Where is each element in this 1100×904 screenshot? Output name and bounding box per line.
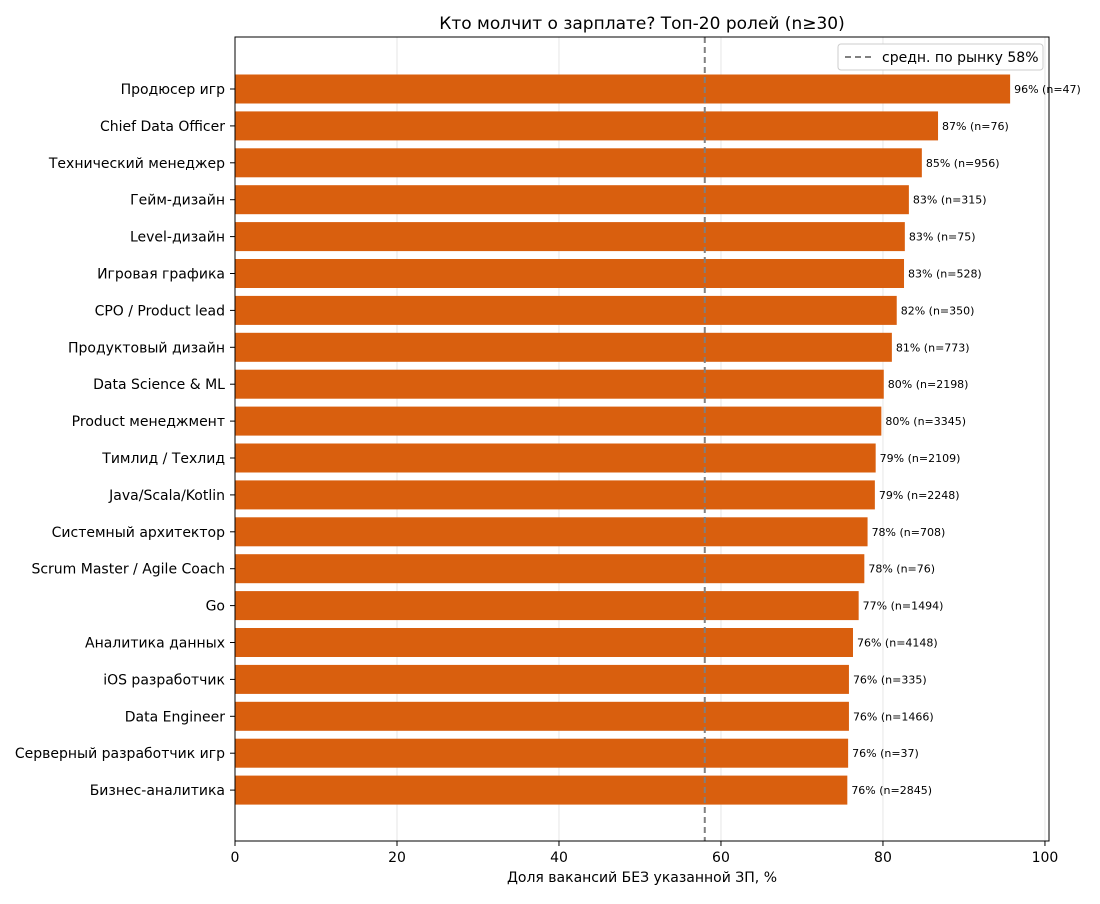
data-label: 78% (n=76): [868, 563, 935, 576]
y-tick-label: Scrum Master / Agile Coach: [31, 562, 225, 578]
x-tick-label: 40: [550, 850, 568, 866]
x-tick-label: 20: [388, 850, 406, 866]
bar: [235, 259, 905, 288]
y-tick-label: Продуктовый дизайн: [68, 340, 225, 356]
bar: [235, 554, 865, 584]
y-tick-label: Бизнес-аналитика: [90, 783, 225, 799]
data-label: 83% (n=315): [913, 194, 987, 207]
x-tick-label: 100: [1032, 850, 1059, 866]
bar: [235, 738, 849, 768]
legend: средн. по рынку 58%: [837, 43, 1044, 71]
y-tick-label: Системный архитектор: [52, 525, 225, 541]
data-label: 80% (n=2198): [888, 378, 969, 391]
x-tick-label: 80: [874, 850, 892, 866]
data-label: 85% (n=956): [926, 157, 1000, 170]
y-tick-label: CPO / Product lead: [95, 303, 225, 319]
bar: [235, 222, 905, 252]
x-axis-label: Доля вакансий БЕЗ указанной ЗП, %: [507, 870, 777, 886]
y-tick-label: iOS разработчик: [103, 672, 225, 688]
data-label: 87% (n=76): [942, 120, 1009, 133]
bar: [235, 111, 939, 141]
bar: [235, 369, 884, 399]
data-label: 77% (n=1494): [863, 600, 944, 613]
data-label: 81% (n=773): [896, 341, 970, 354]
bar: [235, 775, 848, 805]
bar: [235, 628, 853, 657]
bar: [235, 664, 849, 694]
data-label: 80% (n=3345): [885, 415, 966, 428]
x-axis: 0 20 40 60 80 100: [231, 841, 1059, 866]
bar: [235, 74, 1011, 104]
bar: [235, 517, 868, 547]
y-tick-label: Тимлид / Техлид: [101, 451, 225, 467]
bar: [235, 701, 849, 731]
y-tick-label: Data Science & ML: [93, 377, 225, 393]
y-tick-label: Серверный разработчик игр: [15, 746, 225, 762]
bar: [235, 295, 897, 325]
y-tick-label: Data Engineer: [125, 709, 225, 725]
legend-box: [837, 43, 1044, 71]
bars-layer: 96% (n=47) 87% (n=76) 85% (n=956) 83% (n=31…: [235, 74, 1081, 805]
data-label: 79% (n=2109): [880, 452, 961, 465]
bar: [235, 185, 909, 215]
data-label: 83% (n=75): [909, 231, 976, 244]
data-label: 76% (n=1466): [853, 710, 934, 723]
data-label: 79% (n=2248): [879, 489, 960, 502]
y-tick-label: Гейм-дизайн: [130, 193, 225, 209]
y-tick-label: Продюсер игр: [121, 82, 226, 98]
y-tick-label: Аналитика данных: [85, 636, 225, 652]
x-tick-label: 60: [712, 850, 730, 866]
data-label: 96% (n=47): [1014, 83, 1081, 96]
data-label: 76% (n=4148): [857, 637, 938, 650]
bar: [235, 591, 859, 621]
data-label: 76% (n=335): [853, 673, 927, 686]
y-tick-label: Product менеджмент: [72, 414, 225, 430]
y-tick-label: Chief Data Officer: [100, 119, 225, 135]
legend-label: средн. по рынку 58%: [882, 50, 1039, 66]
y-tick-label: Go: [206, 599, 225, 615]
chart-title: Кто молчит о зарплате? Топ-20 ролей (n≥3…: [439, 14, 844, 34]
plot-frame: [234, 36, 1050, 842]
data-label: 82% (n=350): [901, 304, 975, 317]
data-label: 83% (n=528): [908, 268, 982, 281]
data-label: 78% (n=708): [872, 526, 946, 539]
y-tick-label: Технический менеджер: [48, 156, 225, 172]
bar: [235, 443, 876, 473]
bar: [235, 480, 875, 510]
data-label: 76% (n=37): [852, 747, 919, 760]
bar: [235, 148, 922, 178]
data-label: 76% (n=2845): [851, 784, 932, 797]
bar: [235, 406, 882, 436]
y-tick-label: Java/Scala/Kotlin: [108, 488, 225, 504]
y-tick-label: Игровая графика: [97, 267, 225, 283]
y-axis: Продюсер игр Chief Data Officer Технически…: [15, 82, 235, 799]
x-tick-label: 0: [231, 850, 240, 866]
bar: [235, 332, 892, 362]
y-tick-label: Level-дизайн: [130, 230, 225, 246]
